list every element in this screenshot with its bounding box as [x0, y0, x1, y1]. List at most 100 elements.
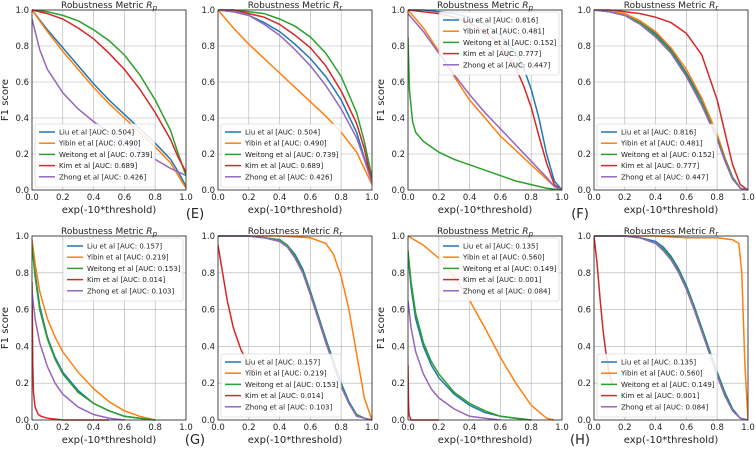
series-line-5 — [218, 9, 372, 184]
y-tick-label: 0.8 — [391, 42, 405, 52]
legend-entry: Yibin et al [AUC: 0.481] — [462, 28, 545, 36]
y-tick-label: 0.6 — [15, 306, 29, 316]
x-tick-label: 0.2 — [618, 193, 632, 203]
y-tick-label: 0.6 — [577, 306, 591, 316]
series-line-3 — [408, 36, 562, 191]
legend: Liu et al [AUC: 0.135] Yibin et al [AUC: … — [438, 237, 560, 302]
x-tick-label: 0.8 — [148, 423, 162, 433]
x-tick-label: 1.0 — [555, 423, 569, 433]
x-tick-label: 0.4 — [87, 193, 101, 203]
y-tick-label: 0.0 — [391, 416, 405, 426]
legend-entry: Liu et al [AUC: 0.504] — [245, 129, 320, 137]
series-line-4 — [218, 9, 372, 183]
legend-box — [438, 237, 560, 302]
series-line-2 — [218, 9, 372, 185]
y-tick-label: 0.6 — [15, 78, 29, 88]
chart-7: 0.0 0.2 0.4 0.6 0.8 1.0 0.0 0.2 0.4 0.6 0.8 1.0 Robu… — [376, 227, 569, 446]
x-tick-label: 0.4 — [463, 193, 477, 203]
y-tick-label: 0.4 — [15, 342, 29, 352]
series-line-3 — [32, 9, 186, 176]
x-tick-label: 0.0 — [401, 423, 415, 433]
legend-entry: Zhong et al [AUC: 0.103] — [245, 403, 333, 411]
legend-entry: Kim et al [AUC: 0.014] — [87, 276, 165, 284]
legend-entry: Kim et al [AUC: 0.777] — [621, 162, 699, 170]
axes-frame — [217, 9, 373, 191]
legend: Liu et al [AUC: 0.504] Yibin et al [AUC: … — [220, 123, 342, 188]
y-axis-label: F1 score — [376, 79, 387, 121]
y-tick-label: 0.2 — [201, 150, 215, 160]
x-tick-label: 0.0 — [587, 423, 601, 433]
series-line-2 — [32, 239, 156, 421]
x-tick-label: 0.8 — [524, 423, 538, 433]
legend-entry: Zhong et al [AUC: 0.103] — [87, 287, 175, 295]
y-tick-label: 1.0 — [15, 6, 29, 16]
legend: Liu et al [AUC: 0.157] Yibin et al [AUC: … — [220, 353, 342, 418]
chart-4: 0.0 0.2 0.4 0.6 0.8 1.0 0.0 0.2 0.4 0.6 0.8 1.0 Robu… — [577, 1, 754, 216]
axes-frame — [593, 235, 749, 421]
axes-frame — [31, 9, 187, 191]
panel-label: (E) — [186, 207, 204, 222]
y-tick-label: 0.0 — [201, 186, 215, 196]
x-tick-label: 0.6 — [494, 423, 508, 433]
y-tick-label: 0.6 — [201, 306, 215, 316]
panel-label: (F) — [571, 207, 589, 222]
legend-box — [220, 123, 342, 188]
y-tick-label: 0.0 — [577, 186, 591, 196]
y-tick-label: 0.6 — [391, 306, 405, 316]
series-line-3 — [408, 250, 532, 421]
y-tick-label: 0.4 — [577, 342, 591, 352]
y-tick-label: 0.0 — [577, 416, 591, 426]
y-tick-label: 0.0 — [201, 416, 215, 426]
series-line-5 — [408, 13, 562, 191]
x-tick-label: 0.8 — [524, 193, 538, 203]
x-tick-label: 0.8 — [710, 423, 724, 433]
x-tick-label: 0.8 — [710, 193, 724, 203]
legend-entry: Kim et al [AUC: 0.777] — [463, 50, 541, 58]
y-tick-label: 0.2 — [15, 150, 29, 160]
y-tick-label: 0.2 — [391, 150, 405, 160]
series-line-2 — [32, 9, 186, 189]
y-tick-label: 0.6 — [391, 78, 405, 88]
legend: Liu et al [AUC: 0.135] Yibin et al [AUC: … — [596, 353, 718, 418]
chart-title: Robustness Metric Rr — [248, 1, 344, 12]
legend-entry: Yibin et al [AUC: 0.219] — [86, 254, 169, 262]
y-tick-label: 0.4 — [201, 342, 215, 352]
x-tick-label: 0.2 — [56, 423, 70, 433]
chart-title: Robustness Metric Rp — [61, 1, 158, 12]
legend-entry: Liu et al [AUC: 0.157] — [87, 243, 162, 251]
x-axis-label: exp(-10*threshold) — [624, 205, 719, 216]
y-tick-label: 0.4 — [15, 114, 29, 124]
y-axis-label: F1 score — [0, 307, 11, 349]
legend-box — [220, 353, 342, 418]
y-tick-label: 0.6 — [577, 78, 591, 88]
y-tick-label: 0.2 — [577, 379, 591, 389]
x-tick-label: 0.6 — [494, 193, 508, 203]
x-tick-label: 0.6 — [304, 193, 318, 203]
x-tick-label: 0.8 — [334, 193, 348, 203]
x-tick-label: 0.2 — [242, 193, 256, 203]
legend-entry: Weitong et al [AUC: 0.149] — [621, 381, 715, 389]
legend-entry: Weitong et al [AUC: 0.152] — [621, 151, 715, 159]
legend: Liu et al [AUC: 0.157] Yibin et al [AUC: … — [62, 237, 184, 302]
legend-entry: Weitong et al [AUC: 0.739] — [245, 151, 339, 159]
y-tick-label: 0.2 — [391, 379, 405, 389]
y-tick-label: 0.8 — [577, 42, 591, 52]
y-tick-label: 0.2 — [15, 379, 29, 389]
series-line-2 — [408, 235, 555, 421]
legend: Liu et al [AUC: 0.816] Yibin et al [AUC: … — [438, 11, 560, 76]
y-tick-label: 0.8 — [15, 42, 29, 52]
x-axis-label: exp(-10*threshold) — [438, 435, 533, 446]
legend-box — [62, 237, 184, 302]
series-line-4 — [32, 9, 186, 173]
series-line-2 — [408, 9, 562, 191]
y-tick-label: 1.0 — [577, 232, 591, 242]
axes-frame — [407, 9, 563, 191]
chart-title: Robustness Metric Rp — [61, 227, 158, 238]
x-tick-label: 0.0 — [211, 423, 225, 433]
x-tick-label: 0.4 — [649, 193, 663, 203]
y-tick-label: 0.2 — [577, 150, 591, 160]
x-tick-label: 0.6 — [304, 423, 318, 433]
chart-1: 0.0 0.2 0.4 0.6 0.8 1.0 0.0 0.2 0.4 0.6 0.8 1.0 Robu… — [0, 1, 193, 216]
y-tick-label: 1.0 — [577, 6, 591, 16]
